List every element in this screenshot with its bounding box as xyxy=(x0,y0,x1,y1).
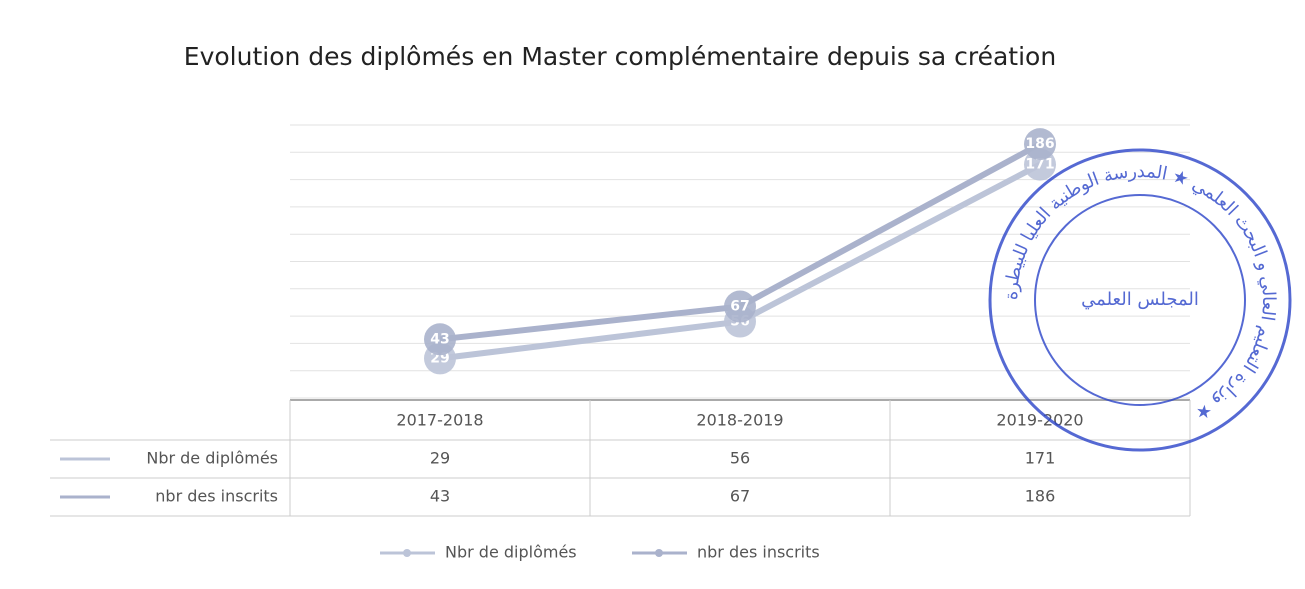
point-marker xyxy=(1024,128,1056,161)
legend-label: Nbr de diplômés xyxy=(146,449,278,468)
legend-label: nbr des inscrits xyxy=(697,543,820,562)
table-cell: 67 xyxy=(730,487,750,506)
x-tick-label: 2017-2018 xyxy=(396,411,483,430)
stamp-center: المجلس العلمي xyxy=(1081,289,1199,310)
chart-title: Evolution des diplômés en Master complém… xyxy=(184,42,1056,71)
x-tick-label: 2019-2020 xyxy=(996,411,1083,430)
table-cell: 29 xyxy=(430,449,450,468)
point-marker xyxy=(424,323,456,356)
table-cell: 56 xyxy=(730,449,750,468)
stamp-ring xyxy=(988,148,1292,452)
table-cell: 171 xyxy=(1025,449,1056,468)
data-label: 171 xyxy=(1025,157,1054,173)
point-marker xyxy=(724,290,756,323)
data-label: 43 xyxy=(430,331,449,347)
legend-marker xyxy=(403,549,411,557)
legend-label: Nbr de diplômés xyxy=(445,543,577,562)
stamp-ring xyxy=(1034,194,1246,406)
legend-marker xyxy=(655,549,663,557)
legend-label: nbr des inscrits xyxy=(155,487,278,506)
x-tick-label: 2018-2019 xyxy=(696,411,783,430)
table-cell: 186 xyxy=(1025,487,1056,506)
stamp: وزارة التعليم العالي و البحث العلمي ★ ال… xyxy=(988,148,1292,452)
data-label: 186 xyxy=(1025,136,1054,152)
data-label: 67 xyxy=(730,299,749,315)
table-cell: 43 xyxy=(430,487,450,506)
